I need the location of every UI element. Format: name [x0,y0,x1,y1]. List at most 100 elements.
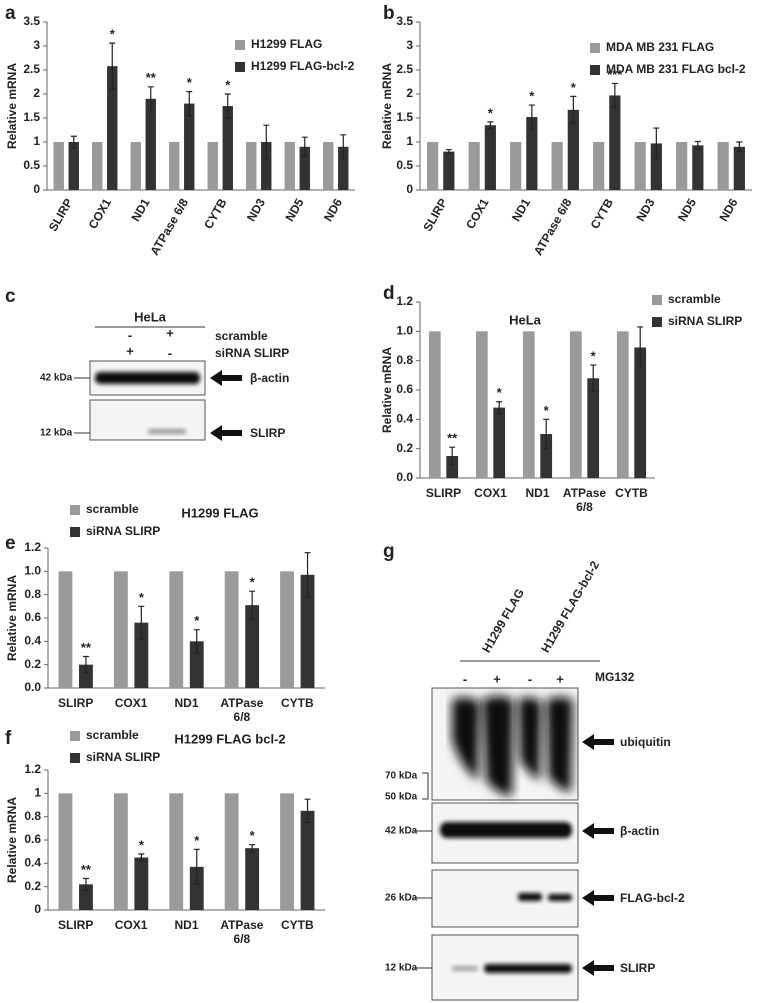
legend-label: H1299 FLAG [251,37,322,51]
error-bar [224,93,231,119]
bar [522,331,535,478]
marker-label: 12 kDa [40,428,73,439]
x-tick-label-box: SLIRP [58,918,94,932]
group-label: H1299 FLAG-bcl-2 [538,558,602,655]
bar [130,142,141,190]
x-tick-label: ND5 [675,196,699,224]
bar [169,571,184,688]
bar [79,664,93,688]
band-label: SLIRP [250,426,285,440]
bar [134,857,149,910]
bar [551,142,563,190]
error-bar [590,364,597,393]
y-tick-label: 0.2 [24,879,41,893]
x-tick-label-box: ND1 [525,486,550,500]
y-tick-label: 1.2 [24,540,41,554]
error-bar [449,446,456,466]
bar [493,407,506,478]
x-tick-label: ND1 [525,486,550,500]
x-tick-label: COX1 [463,196,492,232]
error-bar [570,95,577,124]
x-tick-label-box: COX1 [115,696,148,710]
y-tick-label: 2.5 [23,62,40,76]
smear [452,697,480,780]
error-bar [70,135,77,149]
x-tick-label: CYTB [280,696,314,710]
legend-label: siRNA SLIRP [86,524,160,538]
legend-label: siRNA SLIRP [86,750,160,764]
significance: * [488,105,494,120]
x-tick-label-box: ND1 [174,918,198,932]
x-tick-label: CYTB [615,486,648,500]
x-tick-label: ATPase 6/8 [220,696,264,724]
band-label: ubiquitin [620,735,671,749]
significance: ** [146,70,157,85]
x-tick-label-box: CYTB [615,486,648,500]
significance: * [497,385,503,400]
chart-title: H1299 FLAG bcl-2 [174,731,285,746]
bar [567,109,579,190]
lane-sign: - [168,345,172,360]
y-tick-label: 3 [406,38,413,52]
y-tick-label: 0.5 [396,158,413,172]
chart-title: H1299 FLAG [181,505,258,520]
y-tick-label: 0.6 [24,610,41,624]
bar [245,848,260,910]
bar [169,142,180,190]
x-tick-label: COX1 [474,486,507,500]
x-tick-label: ND3 [633,196,657,224]
band-label: SLIRP [620,961,655,975]
y-tick-label: 3.5 [396,14,413,28]
y-tick-label: 0.8 [24,809,41,823]
arrow [582,890,614,906]
condition-label: scramble [215,329,268,343]
x-tick-label: SLIRP [46,196,76,234]
band [518,893,542,901]
y-tick-label: 0.4 [24,856,41,870]
y-tick-label: 0.0 [24,680,41,694]
x-tick-label: ND5 [282,196,306,224]
y-tick-label: 0.2 [24,657,41,671]
y-axis-label: Relative mRNA [380,347,394,433]
legend-swatch [70,505,80,515]
bar [246,142,257,190]
significance: * [194,613,200,628]
legend-swatch [70,731,80,741]
y-tick-label: 0 [34,902,41,916]
significance: * [139,590,145,605]
y-tick-label: 1.2 [396,294,413,308]
error-bar [736,141,743,153]
y-tick-label: 0 [33,182,40,196]
bar [261,142,272,190]
bar [526,117,538,190]
error-bar [487,121,494,130]
arrow [210,425,242,441]
smear [482,696,514,796]
error-bar [304,552,311,598]
marker-label: 42 kDa [385,826,418,837]
bar [338,146,349,190]
panel-label: b [383,3,395,24]
y-tick-label: 3.5 [23,14,40,28]
arrow [582,960,614,976]
band [484,964,572,973]
bar [145,98,156,190]
error-bar [82,655,89,674]
bar [650,143,662,190]
bar [484,125,496,190]
bar [68,142,79,190]
y-tick-label: 0.2 [396,441,413,455]
band [452,966,478,971]
error-bar [138,605,145,640]
error-bar [611,82,618,109]
x-tick-label: SLIRP [58,918,94,932]
bar [189,641,204,688]
band-label: β-actin [250,371,289,385]
y-tick-label: 0.4 [24,634,41,648]
lane-sign: + [556,671,564,686]
x-tick-label-box: SLIRP [58,696,93,710]
bar [284,142,295,190]
y-tick-label: 0.4 [396,412,413,426]
x-tick-label: ATPase 6/8 [147,196,191,258]
bar [280,571,294,688]
